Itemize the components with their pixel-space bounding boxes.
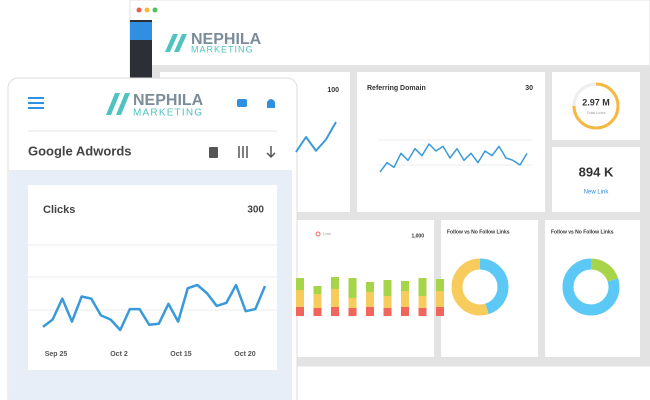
filter-icon[interactable]: [238, 146, 248, 158]
logo-tagline: MARKETING: [191, 44, 254, 54]
bar-segment: [296, 290, 304, 307]
bar-segment: [436, 279, 444, 291]
bar-segment: [366, 282, 374, 292]
x-tick-label: Oct 20: [234, 351, 256, 358]
gauge-arc: [572, 82, 620, 130]
line-series: [295, 121, 337, 153]
download-icon[interactable]: [266, 146, 276, 159]
bar-segment: [313, 308, 322, 316]
card: [357, 72, 545, 212]
bar-segment: [366, 292, 374, 307]
bar-segment: [383, 280, 392, 296]
card: [552, 147, 640, 212]
bar-segment: [418, 278, 427, 296]
report-icon[interactable]: [209, 147, 218, 158]
sidebar-active[interactable]: [130, 22, 152, 40]
card-title: Follow vs No Follow Links: [551, 229, 614, 235]
menu-icon[interactable]: [28, 97, 44, 109]
stat-value: 894 K: [579, 164, 614, 179]
dot: [152, 7, 158, 13]
bar-segment: [348, 308, 357, 316]
bar-segment: [296, 278, 304, 290]
dot: [136, 7, 142, 13]
bar-segment: [348, 298, 357, 308]
stat-label: New Link: [584, 190, 610, 196]
card: [545, 220, 640, 357]
legend-dot: [315, 231, 321, 237]
bell-icon[interactable]: [267, 99, 275, 108]
bar-segment: [383, 308, 392, 316]
bar-segment: [436, 307, 444, 316]
donut-segment: [562, 258, 620, 316]
bar-segment: [296, 307, 304, 316]
bar-segment: [418, 296, 427, 308]
card-value: 300: [247, 205, 264, 216]
card-title: Referring Domain: [367, 85, 426, 92]
logo-name: NEPHILA: [133, 92, 204, 109]
card-title: Follow vs No Follow Links: [447, 229, 510, 235]
card-title: Clicks: [43, 204, 75, 216]
bar-segment: [313, 286, 322, 294]
dot: [144, 7, 150, 13]
x-tick-label: Oct 15: [170, 351, 192, 358]
bar-segment: [366, 307, 374, 316]
logo-icon: [106, 93, 130, 115]
x-tick-label: Sep 25: [45, 351, 68, 358]
bar-segment: [331, 289, 339, 307]
page-heading: Google Adwords: [28, 143, 132, 158]
chat-icon[interactable]: [237, 99, 247, 107]
gauge-label: Total Links: [587, 110, 606, 115]
bar-segment: [401, 291, 409, 307]
logo-tagline: MARKETING: [133, 108, 203, 119]
bar-segment: [401, 307, 409, 316]
card-value: 1,000: [411, 233, 424, 239]
line-series: [379, 143, 528, 173]
logo-icon: [165, 34, 187, 52]
bar-segment: [401, 281, 409, 291]
bar-segment: [331, 307, 339, 316]
bar-segment: [313, 294, 322, 308]
bar-segment: [383, 296, 392, 308]
card-value: 100: [327, 87, 339, 94]
line-series: [42, 283, 267, 332]
x-tick-label: Oct 2: [110, 351, 128, 358]
gauge-value: 2.97 M: [582, 97, 610, 107]
bar-segment: [436, 291, 444, 307]
donut-segment: [451, 258, 509, 316]
bar-segment: [348, 278, 357, 298]
legend-label: Lost: [323, 231, 331, 236]
bar-segment: [418, 308, 427, 316]
logo-name: NEPHILA: [191, 31, 262, 48]
bar-segment: [331, 277, 339, 289]
card-value: 30: [525, 85, 533, 92]
